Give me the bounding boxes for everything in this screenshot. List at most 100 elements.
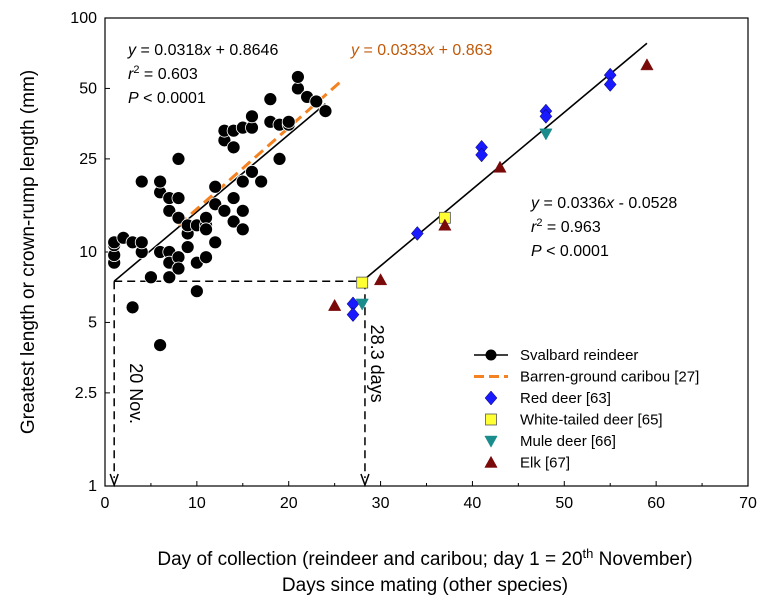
reindeer-fit-p: P < 0.0001 — [128, 90, 206, 107]
y-tick-label: 1 — [88, 478, 97, 495]
point-svalbard-reindeer — [199, 222, 213, 237]
legend-item: Red deer [63] — [484, 390, 611, 407]
arrow-head — [360, 473, 370, 488]
x-tick-label: 10 — [188, 495, 206, 512]
legend-item: Svalbard reindeer — [474, 347, 638, 364]
legend-marker — [484, 390, 498, 406]
legend-label: Red deer [63] — [520, 390, 611, 407]
point-svalbard-reindeer — [235, 174, 250, 189]
point-svalbard-reindeer — [281, 114, 296, 129]
point-red-deer — [539, 108, 553, 124]
legend-marker — [485, 349, 497, 361]
point-svalbard-reindeer — [245, 164, 259, 179]
point-svalbard-reindeer — [272, 151, 287, 166]
legend-marker — [484, 455, 498, 468]
point-red-deer — [603, 77, 617, 92]
point-svalbard-reindeer — [235, 203, 250, 218]
x-axis-label-2: Days since mating (other species) — [282, 575, 568, 596]
x-tick-label: 30 — [372, 495, 390, 512]
arrow-head — [109, 473, 119, 488]
fit-lines — [113, 42, 648, 282]
arrow-label-20-nov: 20 Nov. — [126, 363, 146, 424]
point-svalbard-reindeer — [217, 203, 232, 218]
x-tick-label: 60 — [647, 495, 665, 512]
axis-ticks: 0 10 20 30 40 50 60 70 1 2.5 5 10 25 50 100 — [70, 10, 757, 512]
y-tick-label: 25 — [79, 151, 97, 168]
fit-line — [113, 103, 326, 282]
legend-item: White-tailed deer [65] — [485, 412, 663, 429]
other-fit-r2: r2 = 0.963 — [531, 217, 601, 236]
legend-label: Elk [67] — [520, 455, 570, 472]
legend-label: White-tailed deer [65] — [520, 412, 663, 429]
point-red-deer — [475, 147, 488, 163]
point-red-deer — [410, 226, 424, 241]
point-svalbard-reindeer — [134, 235, 149, 250]
point-svalbard-reindeer — [153, 174, 168, 189]
point-elk — [640, 58, 654, 71]
point-svalbard-reindeer — [144, 270, 158, 285]
legend-label: Mule deer [66] — [520, 433, 616, 450]
point-svalbard-reindeer — [245, 109, 259, 124]
arrow-label-28-3-days: 28.3 days — [367, 325, 387, 403]
point-svalbard-reindeer — [171, 210, 186, 225]
point-elk — [493, 160, 507, 173]
reindeer-fit-r2: r2 = 0.603 — [128, 64, 198, 83]
point-svalbard-reindeer — [235, 222, 250, 237]
other-fit-equation: y = 0.0336x - 0.0528 — [530, 195, 677, 212]
point-svalbard-reindeer — [189, 284, 204, 299]
point-mule-deer — [355, 298, 369, 311]
x-axis-label: Day of collection (reindeer and caribou;… — [157, 546, 692, 571]
point-svalbard-reindeer — [226, 140, 241, 155]
point-svalbard-reindeer — [226, 214, 241, 229]
point-elk — [438, 218, 452, 231]
point-svalbard-reindeer — [171, 261, 186, 276]
data-points — [107, 58, 654, 353]
point-svalbard-reindeer — [263, 92, 278, 107]
point-svalbard-reindeer — [199, 210, 213, 225]
point-svalbard-reindeer — [226, 191, 241, 205]
point-svalbard-reindeer — [290, 70, 305, 84]
point-svalbard-reindeer — [153, 338, 168, 353]
legend-item: Mule deer [66] — [484, 433, 616, 450]
point-svalbard-reindeer — [171, 151, 186, 166]
y-axis-label: Greatest length or crown-rump length (mm… — [18, 70, 39, 434]
point-svalbard-reindeer — [208, 235, 223, 250]
x-tick-label: 70 — [739, 495, 757, 512]
x-tick-label: 20 — [280, 495, 298, 512]
point-svalbard-reindeer — [309, 94, 324, 109]
point-svalbard-reindeer — [254, 174, 269, 189]
point-svalbard-reindeer — [125, 300, 140, 315]
legend: Svalbard reindeer Barren-ground caribou [… — [474, 347, 699, 472]
y-tick-label: 100 — [70, 10, 97, 27]
y-tick-label: 2.5 — [75, 385, 97, 402]
reindeer-fit-equation: y = 0.0318x + 0.8646 — [127, 42, 278, 59]
x-tick-label: 0 — [101, 495, 110, 512]
y-tick-label: 10 — [79, 244, 97, 261]
legend-item: Elk [67] — [484, 455, 570, 472]
x-tick-label: 40 — [464, 495, 482, 512]
x-tick-label: 50 — [555, 495, 573, 512]
y-tick-label: 50 — [79, 80, 97, 97]
fit-line — [361, 42, 648, 282]
point-svalbard-reindeer — [208, 179, 223, 194]
point-white-tailed-deer — [356, 276, 369, 289]
point-elk — [373, 273, 388, 286]
point-elk — [328, 298, 342, 311]
point-red-deer — [346, 307, 360, 323]
legend-label: Barren-ground caribou [27] — [520, 369, 699, 386]
point-svalbard-reindeer — [171, 191, 186, 205]
legend-label: Svalbard reindeer — [520, 347, 638, 364]
point-svalbard-reindeer — [162, 270, 177, 285]
point-svalbard-reindeer — [134, 174, 149, 189]
y-tick-label: 5 — [88, 314, 97, 331]
reference-lines: 20 Nov. 28.3 days — [109, 280, 387, 488]
legend-item: Barren-ground caribou [27] — [474, 369, 699, 386]
legend-marker — [485, 413, 497, 426]
other-fit-p: P < 0.0001 — [531, 243, 609, 260]
caribou-fit-equation: y = 0.0333x + 0.863 — [350, 42, 493, 59]
legend-marker — [484, 435, 498, 448]
point-svalbard-reindeer — [199, 250, 213, 265]
chart-labels: Day of collection (reindeer and caribou;… — [18, 42, 693, 596]
fit-line — [177, 77, 345, 227]
